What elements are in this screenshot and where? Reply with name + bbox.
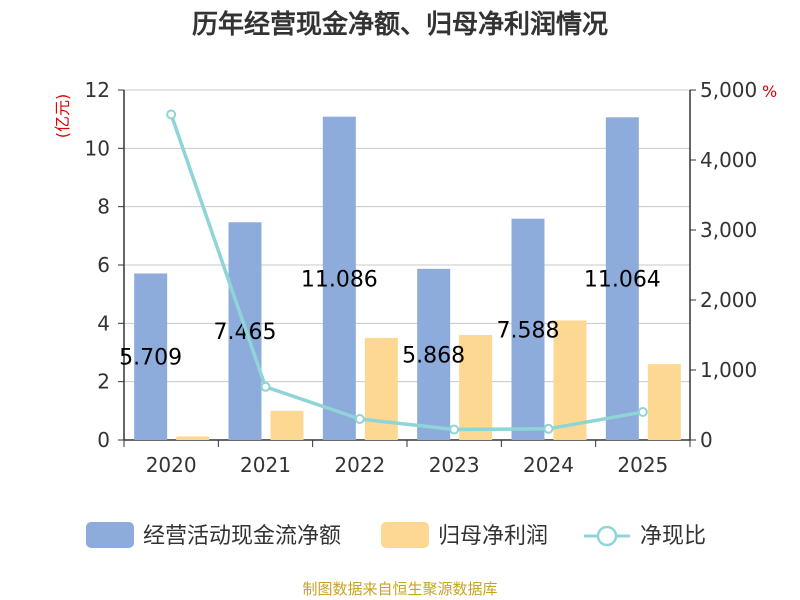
legend: 经营活动现金流净额 归母净利润 净现比 <box>86 522 706 549</box>
legend-label-cashflow: 经营活动现金流净额 <box>143 524 341 549</box>
left-axis: 0 2 4 6 8 10 12 <box>85 78 125 452</box>
x-tick-label: 2025 <box>617 453 668 477</box>
right-tick-label: 0 <box>700 428 713 452</box>
left-tick-label: 0 <box>97 428 110 452</box>
data-label-cashflow-2020: 5.709 <box>119 346 182 371</box>
right-tick-label: 4,000 <box>700 148 757 172</box>
right-tick-label: 3,000 <box>700 218 757 242</box>
bar-cashflow-2024 <box>511 218 545 440</box>
right-tick-label: 1,000 <box>700 358 757 382</box>
right-axis-unit: % <box>762 82 777 101</box>
bar-net-profit-2023 <box>459 335 493 440</box>
data-label-cashflow-2024: 7.588 <box>497 318 560 343</box>
x-tick-label: 2020 <box>146 453 197 477</box>
bar-net-profit-2024 <box>553 320 587 440</box>
line-series <box>166 109 648 435</box>
data-label-cashflow-2022: 11.086 <box>301 267 378 292</box>
point-ratio-2021 <box>260 381 271 392</box>
bar-net-profit-2022 <box>364 337 398 440</box>
legend-item-net-profit[interactable]: 归母净利润 <box>381 522 548 549</box>
left-tick-label: 8 <box>97 195 110 219</box>
bar-cashflow-2020 <box>134 273 168 440</box>
legend-swatch-net-profit <box>381 522 429 548</box>
left-tick-label: 12 <box>85 78 110 102</box>
legend-swatch-cashflow <box>86 522 134 548</box>
legend-dot-ratio <box>596 525 618 547</box>
bar-net-profit-2020 <box>176 436 210 440</box>
left-tick-label: 6 <box>97 253 110 277</box>
legend-label-net-profit: 归母净利润 <box>438 524 548 549</box>
left-tick-label: 10 <box>85 136 110 160</box>
point-ratio-2025 <box>637 407 648 417</box>
bars <box>134 116 681 441</box>
point-ratio-2022 <box>354 414 365 424</box>
bar-cashflow-2025 <box>605 117 639 441</box>
bar-net-profit-2025 <box>647 364 681 440</box>
bar-net-profit-2021 <box>270 410 304 440</box>
x-tick-label: 2021 <box>240 453 291 477</box>
right-tick-label: 5,000 <box>700 78 757 102</box>
x-axis: 2020 2021 2022 2023 2024 2025 <box>123 439 691 477</box>
legend-label-ratio: 净现比 <box>640 524 706 549</box>
bar-cashflow-2022 <box>322 116 356 441</box>
data-label-cashflow-2023: 5.868 <box>402 343 465 368</box>
legend-item-cashflow[interactable]: 经营活动现金流净额 <box>86 522 341 549</box>
point-ratio-2023 <box>449 424 460 435</box>
x-tick-label: 2023 <box>429 453 480 477</box>
left-tick-label: 4 <box>97 311 110 335</box>
legend-item-ratio[interactable]: 净现比 <box>584 524 706 549</box>
left-axis-unit: (亿元) <box>53 94 72 139</box>
x-tick-label: 2024 <box>523 453 574 477</box>
data-source: 制图数据来自恒生聚源数据库 <box>302 580 497 598</box>
bar-cashflow-2023 <box>417 268 451 440</box>
line-ratio <box>169 113 644 432</box>
point-ratio-2020 <box>166 109 177 120</box>
right-tick-label: 2,000 <box>700 288 757 312</box>
point-ratio-2024 <box>543 423 554 434</box>
grid <box>124 89 690 383</box>
chart-title: 历年经营现金净额、归母净利润情况 <box>192 9 608 40</box>
right-axis: 0 1,000 2,000 3,000 4,000 5,000 <box>689 78 757 452</box>
x-tick-label: 2022 <box>334 453 385 477</box>
data-label-cashflow-2025: 11.064 <box>584 268 661 293</box>
left-tick-label: 2 <box>97 370 110 394</box>
